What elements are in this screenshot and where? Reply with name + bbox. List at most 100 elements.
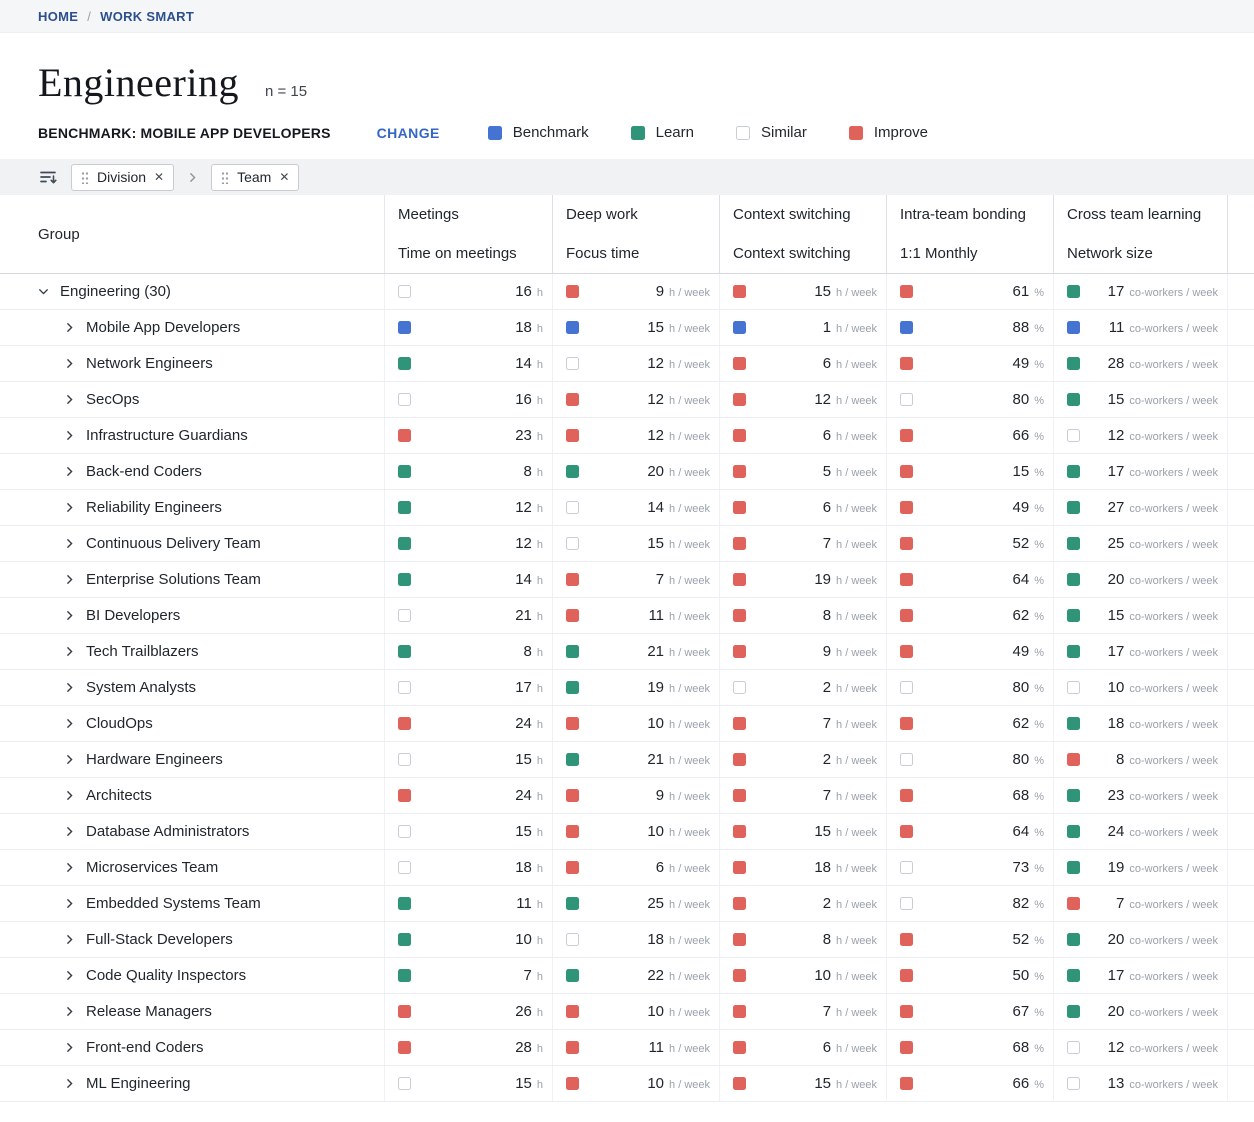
table-row[interactable]: Enterprise Solutions Team 14 h 7 h / wee… bbox=[0, 562, 1254, 598]
chevron-right-icon[interactable] bbox=[64, 466, 75, 477]
group-cell[interactable]: BI Developers bbox=[0, 598, 385, 633]
breadcrumb-current-link[interactable]: WORK SMART bbox=[100, 8, 195, 24]
group-cell[interactable]: Release Managers bbox=[0, 994, 385, 1029]
group-cell[interactable]: ML Engineering bbox=[0, 1066, 385, 1101]
chevron-right-icon[interactable] bbox=[64, 610, 75, 621]
group-cell[interactable]: Mobile App Developers bbox=[0, 310, 385, 345]
metric-value-wrap: 17 co-workers / week bbox=[1108, 967, 1218, 984]
group-cell[interactable]: Network Engineers bbox=[0, 346, 385, 381]
group-label: System Analysts bbox=[86, 679, 197, 696]
table-row[interactable]: Code Quality Inspectors 7 h 22 h / week … bbox=[0, 958, 1254, 994]
drag-handle-icon[interactable] bbox=[221, 170, 230, 184]
column-metric[interactable]: Focus time bbox=[566, 245, 640, 262]
sort-icon[interactable] bbox=[38, 167, 58, 187]
table-row[interactable]: Reliability Engineers 12 h 14 h / week 6… bbox=[0, 490, 1254, 526]
chevron-right-icon[interactable] bbox=[64, 790, 75, 801]
group-cell[interactable]: Infrastructure Guardians bbox=[0, 418, 385, 453]
metric-value: 21 bbox=[647, 751, 665, 768]
chevron-right-icon[interactable] bbox=[64, 502, 75, 513]
table-row[interactable]: SecOps 16 h 12 h / week 12 h / week 80 % bbox=[0, 382, 1254, 418]
group-cell[interactable]: SecOps bbox=[0, 382, 385, 417]
group-cell[interactable]: Embedded Systems Team bbox=[0, 886, 385, 921]
table-row[interactable]: Embedded Systems Team 11 h 25 h / week 2… bbox=[0, 886, 1254, 922]
chevron-right-icon[interactable] bbox=[64, 574, 75, 585]
group-cell[interactable]: Microservices Team bbox=[0, 850, 385, 885]
metric-cell: 21 h bbox=[385, 598, 553, 633]
chevron-right-icon[interactable] bbox=[64, 358, 75, 369]
table-row[interactable]: BI Developers 21 h 11 h / week 8 h / wee… bbox=[0, 598, 1254, 634]
legend-item: Learn bbox=[630, 124, 694, 141]
group-cell[interactable]: Architects bbox=[0, 778, 385, 813]
table-row[interactable]: Back-end Coders 8 h 20 h / week 5 h / we… bbox=[0, 454, 1254, 490]
group-cell[interactable]: Front-end Coders bbox=[0, 1030, 385, 1065]
chevron-right-icon[interactable] bbox=[64, 1042, 75, 1053]
metric-cell: 2 h / week bbox=[720, 670, 887, 705]
close-icon[interactable]: ✕ bbox=[279, 170, 290, 184]
chevron-right-icon[interactable] bbox=[64, 430, 75, 441]
table-row[interactable]: System Analysts 17 h 19 h / week 2 h / w… bbox=[0, 670, 1254, 706]
chevron-right-icon[interactable] bbox=[64, 1078, 75, 1089]
change-benchmark-link[interactable]: CHANGE bbox=[376, 124, 440, 141]
table-row[interactable]: Infrastructure Guardians 23 h 12 h / wee… bbox=[0, 418, 1254, 454]
metric-value-wrap: 12 co-workers / week bbox=[1108, 427, 1218, 444]
group-cell[interactable]: Code Quality Inspectors bbox=[0, 958, 385, 993]
filter-chip-team[interactable]: Team ✕ bbox=[211, 163, 300, 191]
group-cell[interactable]: Tech Trailblazers bbox=[0, 634, 385, 669]
chevron-right-icon[interactable] bbox=[64, 970, 75, 981]
status-square bbox=[398, 933, 411, 946]
table-row[interactable]: Full-Stack Developers 10 h 18 h / week 8… bbox=[0, 922, 1254, 958]
table-row[interactable]: Network Engineers 14 h 12 h / week 6 h /… bbox=[0, 346, 1254, 382]
drag-handle-icon[interactable] bbox=[81, 170, 89, 184]
table-row[interactable]: Tech Trailblazers 8 h 21 h / week 9 h / … bbox=[0, 634, 1254, 670]
column-metric[interactable]: Context switching bbox=[733, 245, 851, 262]
chevron-right-icon[interactable] bbox=[64, 862, 75, 873]
group-cell[interactable]: Database Administrators bbox=[0, 814, 385, 849]
breadcrumb-home-link[interactable]: HOME bbox=[38, 8, 79, 24]
close-icon[interactable]: ✕ bbox=[154, 170, 165, 184]
chevron-right-icon[interactable] bbox=[64, 322, 75, 333]
group-cell[interactable]: Continuous Delivery Team bbox=[0, 526, 385, 561]
chevron-right-icon[interactable] bbox=[64, 538, 75, 549]
group-cell[interactable]: Hardware Engineers bbox=[0, 742, 385, 777]
group-label: Reliability Engineers bbox=[86, 499, 222, 516]
column-metric[interactable]: Network size bbox=[1067, 245, 1153, 262]
table-row[interactable]: Continuous Delivery Team 12 h 15 h / wee… bbox=[0, 526, 1254, 562]
chevron-right-icon[interactable] bbox=[64, 1006, 75, 1017]
group-cell[interactable]: CloudOps bbox=[0, 706, 385, 741]
group-cell[interactable]: Engineering (30) bbox=[0, 274, 385, 309]
chevron-right-icon[interactable] bbox=[38, 286, 49, 297]
chevron-right-icon[interactable] bbox=[64, 826, 75, 837]
group-column-header[interactable]: Group bbox=[0, 195, 385, 273]
metric-value-wrap: 10 h / week bbox=[647, 1075, 710, 1092]
table-row[interactable]: Release Managers 26 h 10 h / week 7 h / … bbox=[0, 994, 1254, 1030]
group-cell[interactable]: Reliability Engineers bbox=[0, 490, 385, 525]
chevron-right-icon[interactable] bbox=[64, 718, 75, 729]
group-cell[interactable]: Enterprise Solutions Team bbox=[0, 562, 385, 597]
chevron-right-icon[interactable] bbox=[64, 394, 75, 405]
metric-value-wrap: 28 co-workers / week bbox=[1108, 355, 1218, 372]
group-cell[interactable]: Back-end Coders bbox=[0, 454, 385, 489]
metric-unit: h / week bbox=[669, 899, 710, 911]
group-cell[interactable]: System Analysts bbox=[0, 670, 385, 705]
table-row[interactable]: Front-end Coders 28 h 11 h / week 6 h / … bbox=[0, 1030, 1254, 1066]
table-row[interactable]: Mobile App Developers 18 h 15 h / week 1… bbox=[0, 310, 1254, 346]
table-row[interactable]: CloudOps 24 h 10 h / week 7 h / week 62 … bbox=[0, 706, 1254, 742]
chevron-right-icon[interactable] bbox=[64, 898, 75, 909]
chevron-right-icon[interactable] bbox=[64, 934, 75, 945]
chevron-right-icon[interactable] bbox=[64, 646, 75, 657]
table-row[interactable]: Engineering (30) 16 h 9 h / week 15 h / … bbox=[0, 274, 1254, 310]
column-metric[interactable]: Time on meetings bbox=[398, 245, 517, 262]
metric-cell: 23 co-workers / week bbox=[1054, 778, 1228, 813]
table-row[interactable]: Microservices Team 18 h 6 h / week 18 h … bbox=[0, 850, 1254, 886]
table-row[interactable]: Database Administrators 15 h 10 h / week… bbox=[0, 814, 1254, 850]
table-row[interactable]: Architects 24 h 9 h / week 7 h / week 68… bbox=[0, 778, 1254, 814]
group-cell[interactable]: Full-Stack Developers bbox=[0, 922, 385, 957]
table-row[interactable]: Hardware Engineers 15 h 21 h / week 2 h … bbox=[0, 742, 1254, 778]
filter-chip-division[interactable]: Division ✕ bbox=[71, 163, 175, 191]
chevron-right-icon[interactable] bbox=[64, 682, 75, 693]
metric-unit: % bbox=[1034, 503, 1044, 515]
chevron-right-icon[interactable] bbox=[64, 754, 75, 765]
column-metric[interactable]: 1:1 Monthly bbox=[900, 245, 978, 262]
table-row[interactable]: ML Engineering 15 h 10 h / week 15 h / w… bbox=[0, 1066, 1254, 1102]
sample-size-label: n = 15 bbox=[265, 83, 308, 100]
